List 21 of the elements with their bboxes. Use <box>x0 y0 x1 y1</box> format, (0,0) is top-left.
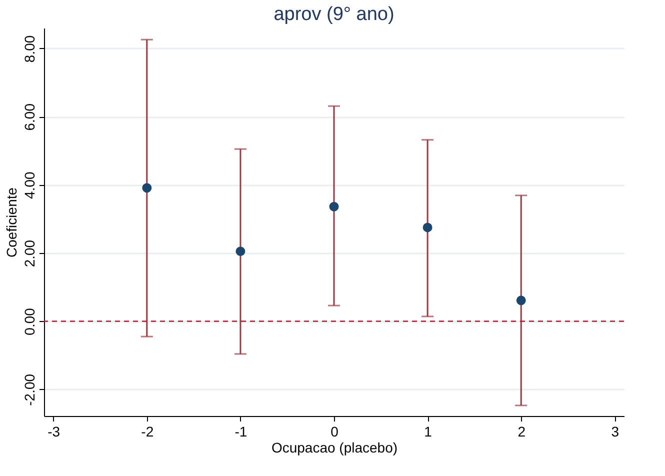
x-tick-label: -3 <box>48 424 60 440</box>
x-tick-label: -2 <box>141 424 154 440</box>
y-axis-title: Coeficiente <box>4 187 20 258</box>
y-tick-label: 8.00 <box>22 35 38 63</box>
x-tick-label: 3 <box>611 424 620 440</box>
point <box>329 202 339 212</box>
point <box>422 222 432 232</box>
chart-title: aprov (9° ano) <box>274 4 394 25</box>
x-tick-label: -1 <box>234 424 248 440</box>
x-tick-label: 2 <box>518 424 526 440</box>
point <box>516 296 526 306</box>
x-tick-label: 0 <box>330 424 339 440</box>
y-tick-label: 2.00 <box>22 240 38 268</box>
x-tick-label: 1 <box>424 424 432 440</box>
point <box>142 183 152 193</box>
y-tick-label: 6.00 <box>22 103 38 131</box>
x-axis-title: Ocupacao (placebo) <box>271 440 398 456</box>
point <box>236 246 246 256</box>
y-tick-label: 0.00 <box>22 308 38 336</box>
y-tick-label: -2.00 <box>22 374 38 406</box>
y-tick-label: 4.00 <box>22 172 38 199</box>
